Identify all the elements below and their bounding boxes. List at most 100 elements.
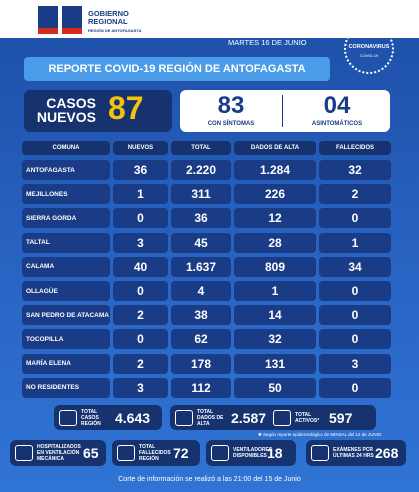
stat-box: TOTAL FALLECIDOS REGIÓN 72 [112,440,200,466]
cell-value: 1 [319,232,391,253]
icon [273,409,291,426]
icon [211,445,229,461]
cell-value: 0 [319,208,391,229]
stat-box: HOSPITALIZADOS EN VENTILACIÓN MECÁNICA 65 [10,440,106,466]
column-header: FALLECIDOS [319,141,391,155]
divider [282,95,283,127]
cell-value: 50 [234,377,316,398]
cell-value: 3 [319,353,391,374]
stat-label: HOSPITALIZADOS EN VENTILACIÓN MECÁNICA [37,444,81,462]
stat-value: 72 [173,445,189,461]
cell-value: 34 [319,256,391,277]
stat-box: VENTILADORES DISPONIBLES 18 [206,440,296,466]
icon [311,445,329,461]
cell-value: 0 [113,329,168,350]
badge-main: CORONAVIRUS [348,44,390,50]
cell-value: 0 [319,377,391,398]
stat-value: 65 [83,445,99,461]
cell-value: 311 [171,184,231,205]
stat-box: EXÁMENES PCR ÚLTIMAS 24 HRS 268 [306,440,406,466]
total-box: TOTAL DADOS DE ALTA 2.587 [170,405,278,430]
comuna: MEJILLONES [22,184,110,205]
cell-value: 2 [113,353,168,374]
date: MARTES 16 DE JUNIO [228,38,307,47]
cell-value: 28 [234,232,316,253]
cell-value: 0 [113,281,168,301]
cell-value: 1 [113,184,168,205]
badge-bottom: COVID-19 [359,53,379,58]
cell-value: 32 [319,160,391,180]
total-box: TOTAL CASOS REGIÓN 4.643 [54,405,162,430]
total-value: 4.643 [115,409,151,426]
column-header: NUEVOS [113,141,168,155]
cell-value: 14 [234,305,316,326]
cell-value: 32 [234,329,316,350]
footer: Corte de información se realizó a las 21… [118,476,301,483]
total-label: TOTAL ACTIVOS* [295,411,320,424]
symptomatic-value: 83 [217,92,245,119]
total-label: TOTAL DADOS DE ALTA [197,408,224,427]
badge: PLAN DE ACCIÓN CORONAVIRUS COVID-19 [344,24,394,74]
comuna: CALAMA [22,256,110,277]
cell-value: 0 [319,329,391,350]
total-value: 2.587 [231,409,267,426]
new-cases-box [24,90,172,132]
cell-value: 226 [234,184,316,205]
icon [175,409,193,426]
comuna: TALTAL [22,232,110,253]
stat-label: TOTAL FALLECIDOS REGIÓN [139,444,171,462]
cell-value: 45 [171,232,231,253]
logo-shield [62,6,82,34]
cell-value: 2.220 [171,160,231,180]
column-header: COMUNA [22,141,110,155]
cell-value: 38 [171,305,231,326]
cell-value: 3 [113,232,168,253]
cell-value: 809 [234,256,316,277]
cell-value: 1 [234,281,316,301]
comuna: NO RESIDENTES [22,377,110,398]
comuna: SIERRA GORDA [22,208,110,229]
stat-label: VENTILADORES DISPONIBLES [233,447,273,459]
new-cases-label: CASOS NUEVOS [36,95,96,125]
badge-top: PLAN DE ACCIÓN [352,33,386,38]
cell-value: 1.284 [234,160,316,180]
cell-value: 36 [171,208,231,229]
org-name: GOBIERNO REGIONAL REGIÓN DE ANTOFAGASTA [88,10,141,35]
comuna: TOCOPILLA [22,329,110,350]
new-cases-value: 87 [108,90,144,126]
cell-value: 131 [234,353,316,374]
cell-value: 0 [319,305,391,326]
footnote: ✱ Según reporte epidemiológico de MINSAL… [258,432,382,437]
asymptomatic-value: 04 [323,92,351,119]
cell-value: 0 [113,208,168,229]
cell-value: 62 [171,329,231,350]
icon [15,445,33,461]
org-line: REGIONAL [88,17,128,26]
title: REPORTE COVID-19 REGIÓN DE ANTOFAGASTA [24,57,330,81]
stat-label: EXÁMENES PCR ÚLTIMAS 24 HRS [333,447,374,459]
cell-value: 40 [113,256,168,277]
cell-value: 3 [113,377,168,398]
cell-value: 36 [113,160,168,180]
symptomatic-label: CON SÍNTOMAS [207,121,255,127]
cell-value: 1.637 [171,256,231,277]
cell-value: 2 [319,184,391,205]
asymptomatic-label: ASINTOMÁTICOS [311,121,363,127]
cell-value: 0 [319,281,391,301]
icon [117,445,135,461]
comuna: MARÍA ELENA [22,353,110,374]
total-label: TOTAL CASOS REGIÓN [81,408,101,427]
cell-value: 112 [171,377,231,398]
symptoms-box [180,90,390,132]
stat-value: 18 [267,445,283,461]
logo-shield [38,6,58,34]
comuna: SAN PEDRO DE ATACAMA [22,305,110,326]
total-box: TOTAL ACTIVOS* 597 [268,405,376,430]
total-value: 597 [329,409,353,426]
icon [59,409,77,426]
org-line: GOBIERNO [88,9,129,18]
cell-value: 2 [113,305,168,326]
comuna: ANTOFAGASTA [22,160,110,180]
org-line: REGIÓN DE ANTOFAGASTA [88,28,142,33]
